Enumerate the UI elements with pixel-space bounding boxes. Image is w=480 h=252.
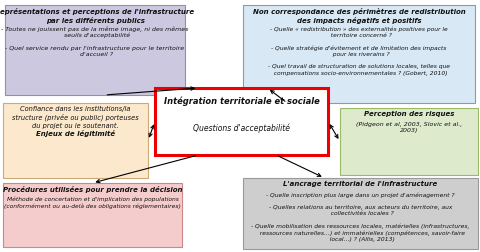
Bar [5,5,185,95]
Text: - Toutes ne jouissent pas de la même image, ni des mêmes
  seuils d'acceptabilit: - Toutes ne jouissent pas de la même ima… [1,26,189,57]
Text: Enjeux de légitimité: Enjeux de légitimité [36,130,115,137]
Text: - Quelle inscription plus large dans un projet d'aménagement ?

- Quelles relati: - Quelle inscription plus large dans un … [252,192,470,242]
Bar [340,108,478,175]
Text: Intégration territoriale et sociale: Intégration territoriale et sociale [164,96,319,106]
Text: (Pidgeon et al, 2003, Slovic et al.,
2003): (Pidgeon et al, 2003, Slovic et al., 200… [356,122,462,133]
Bar [3,183,182,247]
Text: Questions d'acceptabilité: Questions d'acceptabilité [193,123,290,133]
Bar [155,88,328,155]
Text: Confiance dans les institutions/la
structure (privée ou public) porteuses
du pro: Confiance dans les institutions/la struc… [12,106,139,129]
Bar [243,5,475,103]
Text: Représentations et perceptions de l'infrastructure
par les différents publics: Représentations et perceptions de l'infr… [0,8,194,24]
Text: L'ancrage territorial de l'infrastructure: L'ancrage territorial de l'infrastructur… [283,181,438,187]
Bar [3,103,148,178]
Text: Perception des risques: Perception des risques [364,111,454,117]
Text: Non correspondance des périmètres de redistribution
des impacts négatifs et posi: Non correspondance des périmètres de red… [252,8,466,24]
Bar [243,178,478,249]
Text: - Quelle « redistribution » des externalités positives pour le
  territoire conc: - Quelle « redistribution » des external… [268,26,450,76]
Text: Méthode de concertation et d'implication des populations
(conformément ou au-del: Méthode de concertation et d'implication… [4,197,181,209]
Text: Procédures utilisées pour prendre la décision: Procédures utilisées pour prendre la déc… [3,186,182,193]
